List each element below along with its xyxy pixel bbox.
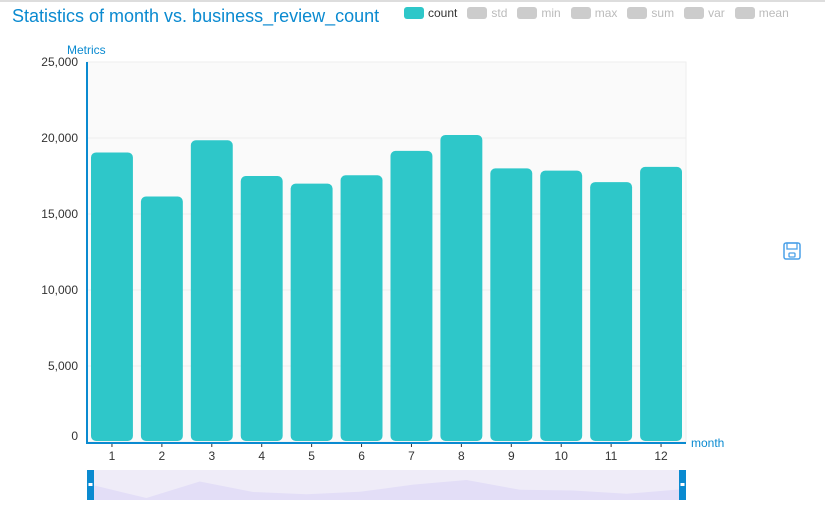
legend-item-count[interactable]: count [404,6,457,20]
bar-3 [190,140,233,441]
legend-swatch [517,7,538,19]
chart-title: Statistics of month vs. business_review_… [12,6,380,26]
legend-swatch [404,7,424,19]
bar-10 [540,170,583,441]
legend-item-sum[interactable]: sum [627,6,674,20]
bar-1 [91,152,133,441]
legend-swatch [734,7,755,19]
bar-5 [290,183,333,441]
x-tick-label: 9 [508,449,515,463]
legend-item-mean[interactable]: mean [734,6,789,20]
bar-4 [240,176,283,441]
x-tick-label: 3 [208,449,215,463]
y-tick-label: 15,000 [41,207,78,221]
legend-item-min[interactable]: min [517,6,561,20]
y-tick-label: 10,000 [41,283,78,297]
legend-label: min [541,6,561,20]
floppy-disk-icon[interactable] [783,242,801,260]
legend-item-var[interactable]: var [684,6,725,20]
bar-8 [440,134,483,441]
top-border [0,0,825,2]
x-tick-label: 11 [605,449,618,463]
x-tick-label: 12 [654,449,668,463]
x-tick-label: 5 [308,449,315,463]
legend-label: max [594,6,618,20]
plot-area [86,61,687,443]
legend-swatch [467,7,488,19]
legend-label: std [491,6,508,20]
legend-item-max[interactable]: max [570,6,618,20]
x-axis-label: month [691,436,724,450]
x-tick-label: 1 [109,449,116,463]
legend-swatch [627,7,648,19]
legend-label: sum [651,6,675,20]
x-tick-label: 2 [159,449,166,463]
y-tick-label: 25,000 [41,55,78,69]
data-zoom-preview [93,480,680,500]
legend-swatch [570,7,591,19]
bar-12 [640,166,682,441]
x-tick-label: 6 [358,449,365,463]
bar-11 [590,182,633,441]
bar-2 [140,196,183,441]
bar-9 [490,168,533,441]
y-axis-label: Metrics [67,43,106,57]
legend-label: mean [758,6,789,20]
handle-grip-icon [88,483,93,486]
bar-7 [390,150,433,442]
x-tick-label: 8 [458,449,465,463]
legend-label: count [428,6,458,20]
legend-label: var [708,6,725,20]
bar-6 [340,175,383,442]
y-tick-label: 20,000 [41,131,78,145]
x-tick-label: 4 [258,449,265,463]
y-tick-label: 0 [71,429,78,443]
y-tick-label: 5,000 [48,359,78,373]
legend-swatch [684,7,705,19]
handle-grip-icon [680,483,685,486]
legend-item-std[interactable]: std [467,6,507,20]
x-tick-label: 10 [555,449,569,463]
x-tick-label: 7 [408,449,415,463]
legend: count std min max sum var mean [404,6,789,20]
